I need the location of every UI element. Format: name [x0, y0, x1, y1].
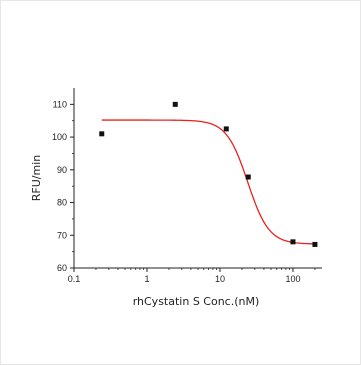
x-axis-label: rhCystatin S Conc.(nM): [133, 295, 260, 308]
data-point: [99, 131, 105, 137]
y-tick-label: 60: [57, 263, 67, 273]
fit-curve: [101, 119, 315, 245]
data-point: [290, 239, 296, 245]
x-tick-label: 10: [215, 274, 225, 284]
data-point: [312, 241, 318, 247]
data-point: [245, 174, 251, 180]
y-tick-label: 70: [57, 230, 67, 240]
y-tick-label: 100: [52, 132, 67, 142]
data-point: [172, 101, 178, 107]
y-tick-label: 80: [57, 198, 67, 208]
data-point: [223, 126, 229, 132]
x-tick-label: 100: [285, 274, 300, 284]
y-axis-label: RFU/min: [30, 155, 43, 201]
data-points: [99, 101, 318, 247]
axis-ticks: [70, 103, 316, 272]
x-tick-label: 0.1: [68, 274, 81, 284]
y-tick-label: 90: [57, 165, 67, 175]
x-tick-label: 1: [144, 274, 149, 284]
y-tick-label: 110: [53, 99, 67, 109]
